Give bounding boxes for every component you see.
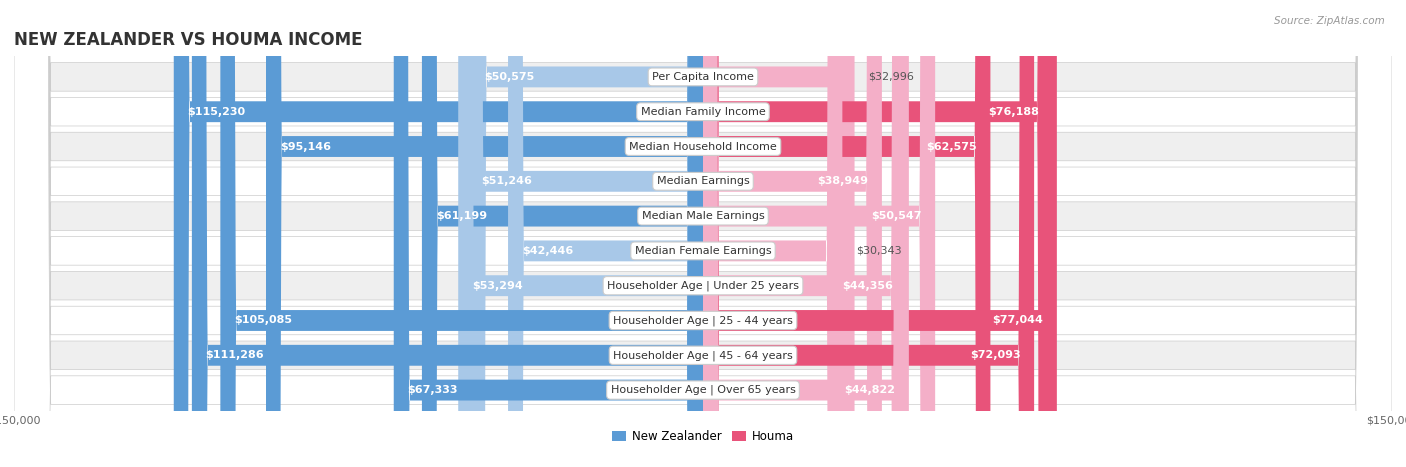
FancyBboxPatch shape xyxy=(394,0,703,467)
FancyBboxPatch shape xyxy=(14,0,1392,467)
FancyBboxPatch shape xyxy=(471,0,703,467)
Text: $51,246: $51,246 xyxy=(481,177,533,186)
FancyBboxPatch shape xyxy=(458,0,703,467)
FancyBboxPatch shape xyxy=(14,0,1392,467)
FancyBboxPatch shape xyxy=(14,0,1392,467)
Text: $61,199: $61,199 xyxy=(436,211,486,221)
FancyBboxPatch shape xyxy=(14,0,1392,467)
FancyBboxPatch shape xyxy=(703,0,1053,467)
Text: $42,446: $42,446 xyxy=(522,246,574,256)
Text: Householder Age | Over 65 years: Householder Age | Over 65 years xyxy=(610,385,796,396)
FancyBboxPatch shape xyxy=(703,0,990,467)
Text: Householder Age | 25 - 44 years: Householder Age | 25 - 44 years xyxy=(613,315,793,326)
Text: Median Household Income: Median Household Income xyxy=(628,142,778,151)
Text: $72,093: $72,093 xyxy=(970,350,1021,360)
Text: $76,188: $76,188 xyxy=(988,107,1039,117)
FancyBboxPatch shape xyxy=(422,0,703,467)
Text: $67,333: $67,333 xyxy=(408,385,458,395)
Text: $50,547: $50,547 xyxy=(870,211,921,221)
Legend: New Zealander, Houma: New Zealander, Houma xyxy=(607,425,799,448)
Text: $30,343: $30,343 xyxy=(856,246,901,256)
FancyBboxPatch shape xyxy=(174,0,703,467)
Text: $53,294: $53,294 xyxy=(472,281,523,290)
FancyBboxPatch shape xyxy=(703,0,1057,467)
Text: $62,575: $62,575 xyxy=(927,142,977,151)
Text: $38,949: $38,949 xyxy=(817,177,868,186)
Text: $50,575: $50,575 xyxy=(485,72,534,82)
FancyBboxPatch shape xyxy=(703,0,908,467)
Text: $32,996: $32,996 xyxy=(869,72,914,82)
Text: $44,356: $44,356 xyxy=(842,281,893,290)
Text: $105,085: $105,085 xyxy=(235,316,292,325)
FancyBboxPatch shape xyxy=(703,0,855,467)
FancyBboxPatch shape xyxy=(703,0,907,467)
Text: Median Earnings: Median Earnings xyxy=(657,177,749,186)
Text: $111,286: $111,286 xyxy=(205,350,264,360)
Text: $95,146: $95,146 xyxy=(280,142,330,151)
FancyBboxPatch shape xyxy=(191,0,703,467)
Text: Source: ZipAtlas.com: Source: ZipAtlas.com xyxy=(1274,16,1385,26)
FancyBboxPatch shape xyxy=(14,0,1392,467)
FancyBboxPatch shape xyxy=(14,0,1392,467)
Text: Householder Age | 45 - 64 years: Householder Age | 45 - 64 years xyxy=(613,350,793,361)
FancyBboxPatch shape xyxy=(14,0,1392,467)
FancyBboxPatch shape xyxy=(266,0,703,467)
FancyBboxPatch shape xyxy=(14,0,1392,467)
Text: Per Capita Income: Per Capita Income xyxy=(652,72,754,82)
Text: Median Family Income: Median Family Income xyxy=(641,107,765,117)
Text: $115,230: $115,230 xyxy=(187,107,246,117)
Text: Median Female Earnings: Median Female Earnings xyxy=(634,246,772,256)
FancyBboxPatch shape xyxy=(14,0,1392,467)
FancyBboxPatch shape xyxy=(468,0,703,467)
Text: NEW ZEALANDER VS HOUMA INCOME: NEW ZEALANDER VS HOUMA INCOME xyxy=(14,31,363,49)
FancyBboxPatch shape xyxy=(703,0,842,467)
Text: Householder Age | Under 25 years: Householder Age | Under 25 years xyxy=(607,281,799,291)
FancyBboxPatch shape xyxy=(703,0,1035,467)
Text: $44,822: $44,822 xyxy=(844,385,896,395)
FancyBboxPatch shape xyxy=(703,0,935,467)
FancyBboxPatch shape xyxy=(508,0,703,467)
FancyBboxPatch shape xyxy=(14,0,1392,467)
Text: $77,044: $77,044 xyxy=(993,316,1043,325)
FancyBboxPatch shape xyxy=(703,0,882,467)
FancyBboxPatch shape xyxy=(221,0,703,467)
Text: Median Male Earnings: Median Male Earnings xyxy=(641,211,765,221)
